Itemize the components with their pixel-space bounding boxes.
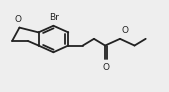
Text: O: O [121, 26, 128, 35]
Text: Br: Br [49, 13, 59, 22]
Text: O: O [15, 15, 22, 24]
Text: O: O [102, 63, 110, 72]
